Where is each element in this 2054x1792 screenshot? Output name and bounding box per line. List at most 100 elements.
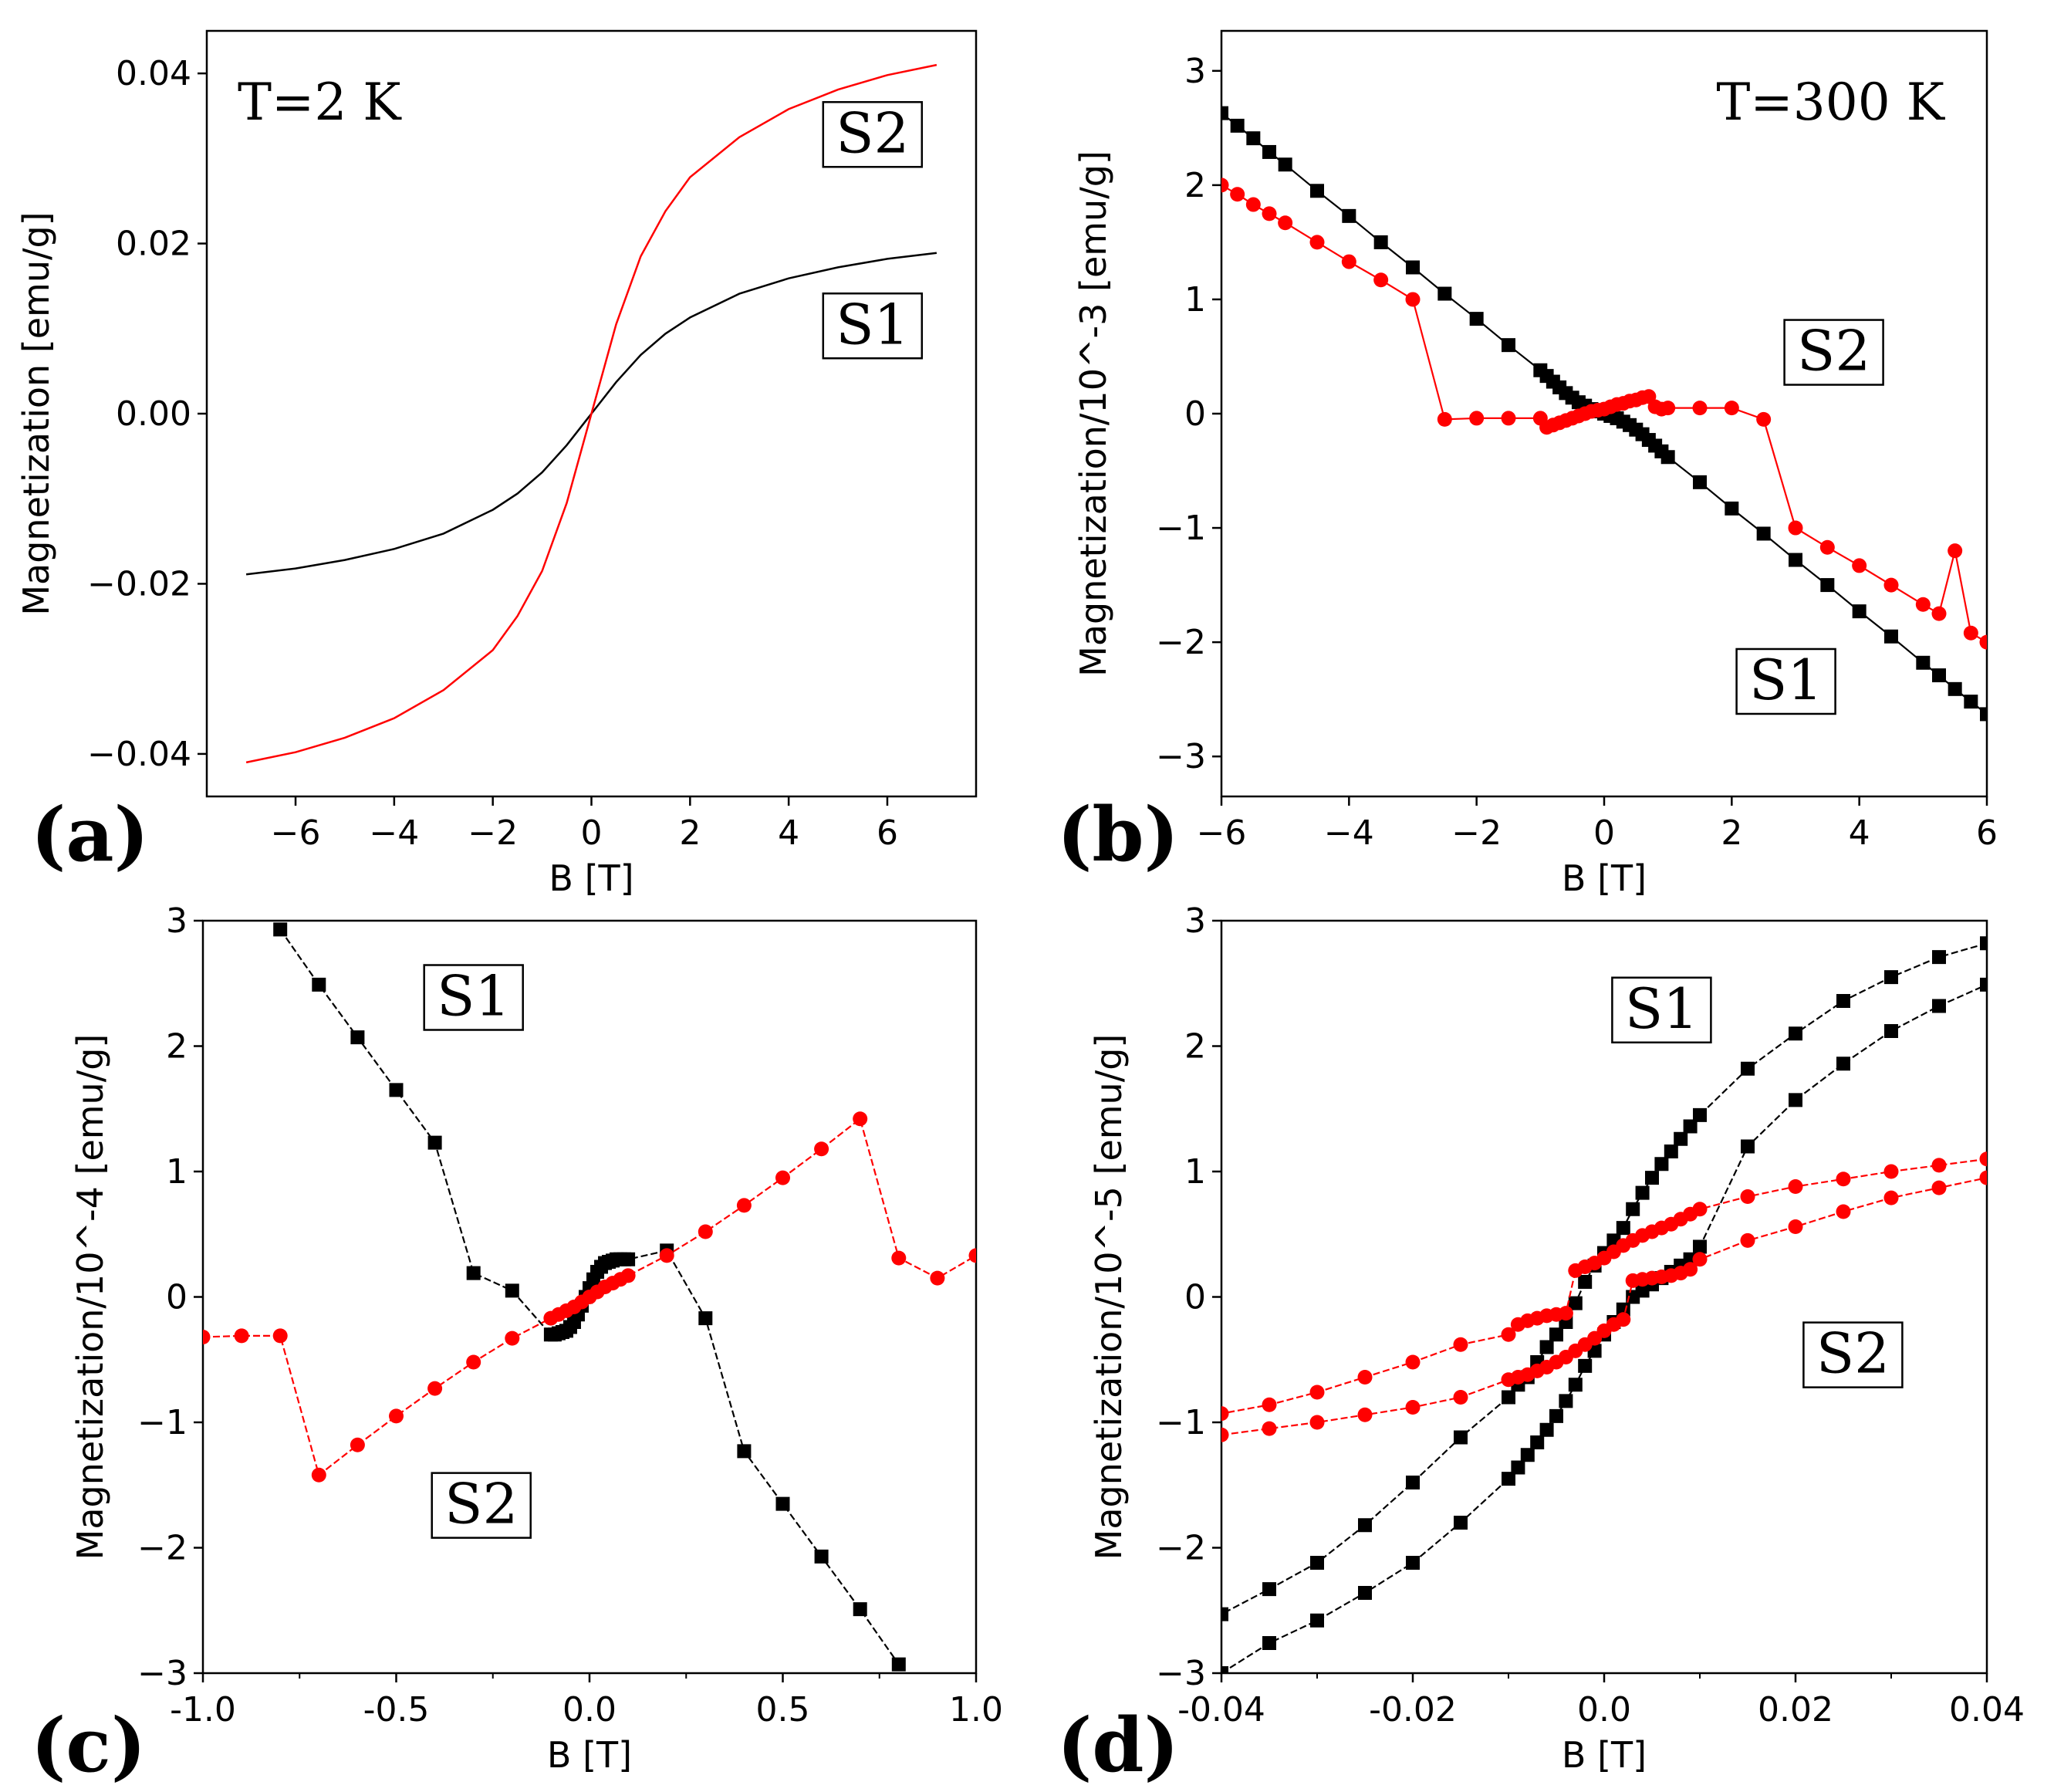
x-tick-label: 2 bbox=[1721, 813, 1742, 853]
y-tick-label: −0.02 bbox=[87, 564, 191, 604]
data-point-s1 bbox=[1342, 208, 1356, 223]
data-point-s2 bbox=[1405, 1400, 1421, 1415]
data-point-s1 bbox=[1578, 1358, 1593, 1373]
x-tick-label: 0.02 bbox=[1758, 1690, 1833, 1729]
data-point-s2 bbox=[350, 1437, 365, 1452]
x-tick-label: -0.5 bbox=[363, 1690, 430, 1729]
data-point-s1 bbox=[1884, 1024, 1898, 1038]
data-point-s1 bbox=[1310, 184, 1324, 198]
data-point-s1 bbox=[853, 1602, 867, 1617]
data-point-s2 bbox=[1740, 1232, 1755, 1248]
data-point-s1 bbox=[1756, 526, 1771, 541]
series-label-box: S1 bbox=[1611, 976, 1712, 1043]
data-point-s2 bbox=[1756, 411, 1772, 427]
data-point-s1 bbox=[1520, 1448, 1535, 1462]
data-point-s1 bbox=[1246, 131, 1261, 146]
data-point-s2 bbox=[1501, 411, 1516, 426]
series-label: S1 bbox=[1749, 647, 1823, 712]
data-point-s2 bbox=[1788, 1179, 1803, 1194]
data-point-s1 bbox=[1836, 1057, 1850, 1071]
x-tick-label: −2 bbox=[468, 813, 518, 853]
series-label-frame bbox=[1802, 1321, 1904, 1388]
data-point-s2 bbox=[1852, 558, 1867, 573]
data-point-s2 bbox=[427, 1381, 443, 1396]
panel-letter: (d) bbox=[1057, 1702, 1179, 1789]
x-tick-label: −6 bbox=[271, 813, 321, 853]
x-axis-label: B [T] bbox=[1562, 857, 1647, 899]
series-label-box: S2 bbox=[431, 1472, 532, 1539]
data-point-s1 bbox=[1578, 1275, 1593, 1289]
x-tick-label: −6 bbox=[1197, 813, 1247, 853]
data-point-s2 bbox=[505, 1330, 520, 1346]
x-tick-label: 0 bbox=[581, 813, 603, 853]
data-point-s1 bbox=[1568, 1296, 1583, 1310]
data-point-s2 bbox=[1341, 254, 1356, 269]
data-point-s2 bbox=[1309, 1415, 1325, 1430]
x-tick-label: 6 bbox=[1976, 813, 1998, 853]
data-point-s2 bbox=[814, 1141, 829, 1157]
y-tick-label: 0.00 bbox=[116, 394, 191, 434]
y-tick-label: −1 bbox=[1156, 509, 1206, 548]
data-point-s2 bbox=[1245, 197, 1261, 212]
data-point-s2 bbox=[234, 1328, 249, 1344]
series-label: S2 bbox=[444, 1472, 518, 1537]
y-tick-label: −2 bbox=[137, 1529, 187, 1568]
data-point-s2 bbox=[1979, 1151, 1987, 1167]
data-point-s1 bbox=[1980, 977, 1987, 992]
data-point-s2 bbox=[891, 1250, 907, 1266]
data-point-s1 bbox=[1660, 450, 1675, 465]
data-point-s2 bbox=[1262, 1397, 1277, 1412]
data-point-s1 bbox=[1454, 1430, 1468, 1445]
x-tick-label: 0 bbox=[1593, 813, 1615, 853]
data-point-s2 bbox=[1453, 1390, 1468, 1405]
data-point-s1 bbox=[1530, 1435, 1545, 1449]
y-axis-label: Magnetization/10^-4 [emu/g] bbox=[69, 1034, 111, 1560]
data-point-s1 bbox=[1230, 118, 1245, 133]
data-point-s2 bbox=[1788, 1219, 1803, 1234]
data-point-s1 bbox=[1454, 1516, 1468, 1530]
data-point-s2 bbox=[272, 1328, 288, 1344]
data-point-s2 bbox=[1692, 1252, 1708, 1267]
panel-b: −6 −4 −2 0 2 4 6 −3 −2 −1 0 1 2 3 B [T] Magnetization/1… bbox=[1057, 29, 1998, 899]
x-tick-label: 2 bbox=[679, 813, 701, 853]
data-point-s1 bbox=[1278, 157, 1292, 172]
data-point-s2 bbox=[1788, 520, 1803, 536]
y-tick-label: −3 bbox=[1156, 737, 1206, 776]
series-label: S2 bbox=[1797, 319, 1870, 384]
series-label-frame bbox=[431, 1472, 532, 1539]
data-point-s1 bbox=[1820, 578, 1835, 593]
data-point-s1 bbox=[1502, 1472, 1515, 1486]
y-tick-label: 0.02 bbox=[116, 225, 191, 264]
temperature-annotation: T=2 K bbox=[238, 73, 402, 132]
data-point-s1 bbox=[273, 922, 288, 937]
panel-a: −6 −4 −2 0 2 4 6 −0.04 −0.02 0.00 0.02 0.04 B [T] Mag… bbox=[15, 29, 978, 899]
data-point-s1 bbox=[1568, 1378, 1583, 1392]
y-axis-label: Magnetization/10^-5 [emu/g] bbox=[1088, 1034, 1130, 1560]
x-tick-label: 4 bbox=[778, 813, 799, 853]
data-point-s2 bbox=[1373, 272, 1389, 288]
data-point-s1 bbox=[1932, 950, 1946, 965]
data-point-s2 bbox=[1963, 625, 1978, 641]
data-point-s1 bbox=[1221, 1666, 1228, 1673]
data-point-s1 bbox=[1948, 681, 1962, 696]
data-point-s1 bbox=[814, 1549, 829, 1564]
data-point-s1 bbox=[1789, 1026, 1802, 1041]
data-point-s1 bbox=[1693, 1239, 1707, 1254]
data-point-s2 bbox=[659, 1248, 674, 1263]
data-point-s1 bbox=[891, 1657, 906, 1672]
data-point-s1 bbox=[1221, 1607, 1228, 1621]
series-label-box: S1 bbox=[822, 292, 924, 360]
data-point-s1 bbox=[1262, 1582, 1276, 1597]
data-point-s2 bbox=[1931, 1180, 1947, 1195]
series-label-frame bbox=[1783, 319, 1884, 386]
x-tick-label: -0.02 bbox=[1369, 1690, 1457, 1729]
x-tick-label: -0.04 bbox=[1177, 1690, 1265, 1729]
data-point-s2 bbox=[1979, 634, 1987, 650]
data-point-s2 bbox=[968, 1248, 976, 1263]
data-point-s1 bbox=[1373, 235, 1388, 249]
x-tick-label: 0.0 bbox=[1577, 1690, 1631, 1729]
data-point-s1 bbox=[1884, 970, 1898, 985]
data-point-s1 bbox=[1511, 1460, 1525, 1475]
series-line-s2 bbox=[245, 63, 937, 764]
data-point-s1 bbox=[1616, 1221, 1630, 1236]
